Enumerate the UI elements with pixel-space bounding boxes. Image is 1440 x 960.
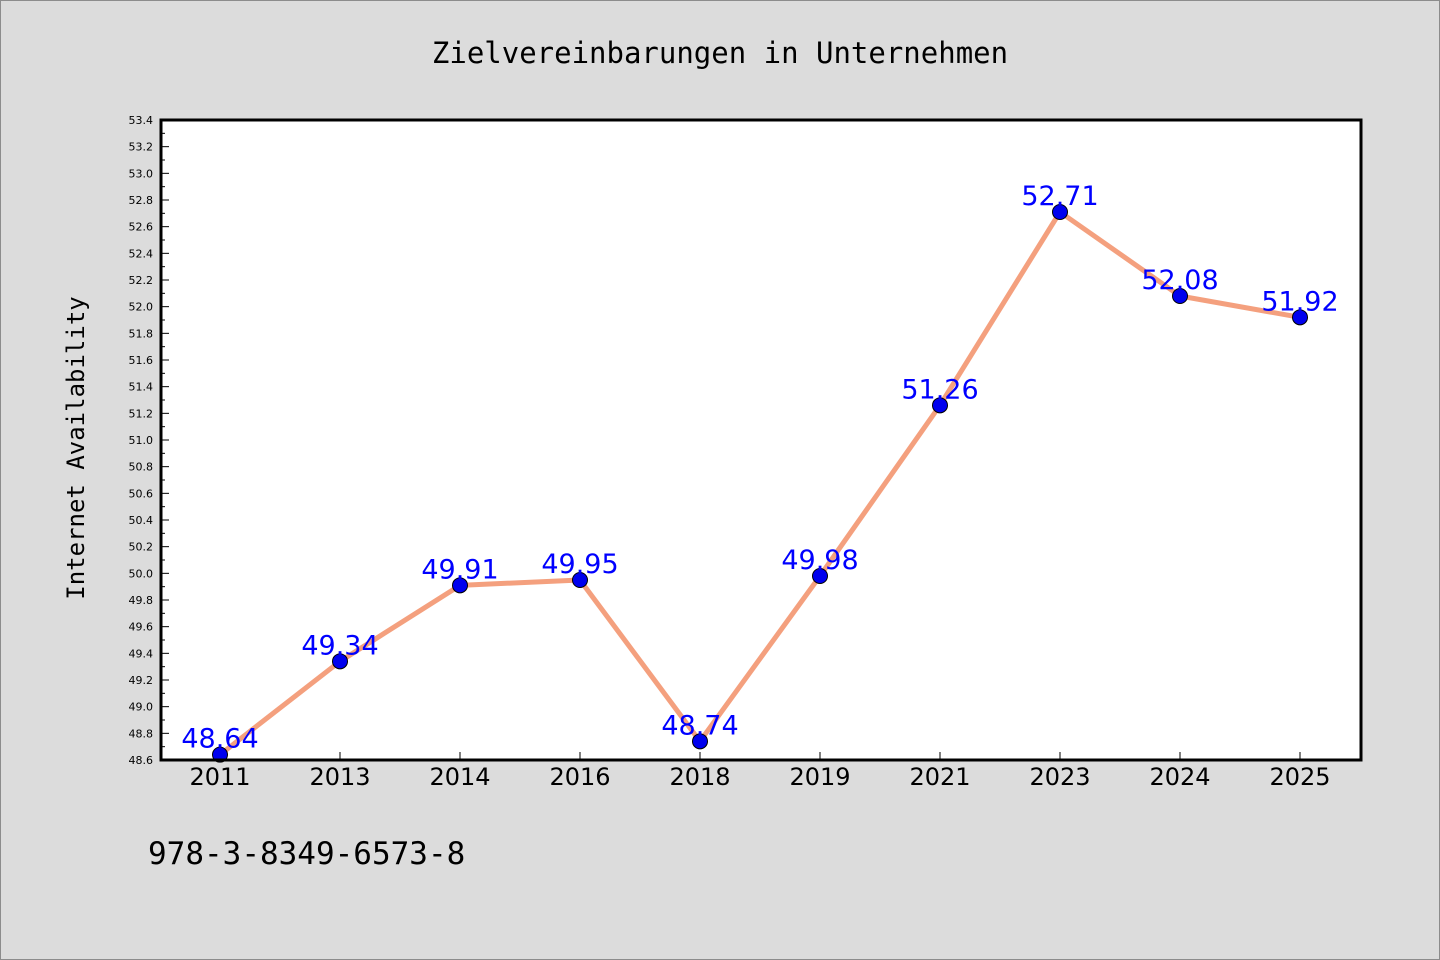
data-point-marker (572, 572, 588, 588)
data-point-marker (452, 577, 468, 594)
data-markers (212, 204, 1308, 763)
data-point-label: 52.71 (1021, 181, 1098, 212)
data-point-marker (332, 653, 348, 670)
y-tick-label: 50.6 (129, 487, 154, 500)
y-tick-label: 50.4 (129, 514, 154, 527)
x-tick-label: 2019 (789, 763, 850, 791)
data-point-label: 51.92 (1261, 286, 1338, 317)
y-tick-label: 50.0 (129, 567, 154, 580)
y-tick-label: 53.4 (129, 114, 154, 127)
x-tick-label: 2024 (1149, 763, 1210, 791)
data-point-label: 49.34 (301, 630, 378, 661)
y-tick-label: 51.4 (129, 381, 154, 394)
chart-title: Zielvereinbarungen in Unternehmen (432, 36, 1008, 70)
x-tick-label: 2023 (1029, 763, 1090, 791)
data-point-label: 52.08 (1141, 265, 1218, 296)
data-point-marker (212, 746, 228, 763)
y-tick-label: 52.4 (129, 247, 154, 260)
x-tick-label: 2013 (309, 763, 370, 791)
data-labels: 48.64 49.34 49.91 49.95 48.74 49.98 51.26 52.71… (181, 181, 1338, 755)
footer-code: 978-3-8349-6573-8 (148, 836, 465, 872)
y-tick-label: 49.4 (129, 647, 154, 660)
data-point-marker (692, 733, 708, 750)
y-tick-label: 52.6 (129, 221, 154, 234)
y-axis: 48.6 48.8 49.0 49.2 49.4 49.6 49.8 50.0 50.2 50.4… (129, 114, 169, 767)
y-tick-label: 49.8 (129, 594, 154, 607)
data-point-label: 49.95 (541, 549, 618, 580)
data-point-marker (1292, 309, 1308, 326)
x-tick-label: 2016 (549, 763, 610, 791)
data-point-label: 48.64 (181, 724, 258, 755)
y-tick-label: 52.2 (129, 274, 154, 287)
x-axis: 2011 2013 2014 2016 2018 2019 2021 2023 2024 2025 (189, 752, 1331, 791)
y-tick-label: 53.0 (129, 167, 154, 180)
y-tick-label: 51.6 (129, 354, 154, 367)
y-tick-label: 51.0 (129, 434, 154, 447)
y-tick-label: 48.6 (129, 754, 154, 767)
data-point-marker (1052, 204, 1068, 220)
data-point-marker (812, 568, 828, 584)
x-tick-label: 2014 (429, 763, 490, 791)
y-tick-label: 51.2 (129, 407, 154, 420)
y-tick-label: 52.8 (129, 194, 154, 207)
data-point-label: 49.91 (421, 554, 498, 585)
y-tick-label: 49.0 (129, 701, 154, 714)
data-point-label: 48.74 (661, 710, 738, 741)
y-tick-label: 53.2 (129, 141, 154, 154)
x-tick-label: 2011 (189, 763, 250, 791)
y-tick-label: 49.2 (129, 674, 154, 687)
y-tick-label: 48.8 (129, 727, 154, 740)
data-point-marker (1172, 288, 1188, 304)
y-tick-label: 49.6 (129, 621, 154, 634)
y-tick-label: 51.8 (129, 327, 154, 340)
y-tick-label: 50.2 (129, 541, 154, 554)
series-line (217, 209, 1303, 758)
y-axis-title: Internet Availability (62, 296, 90, 599)
x-tick-label: 2018 (669, 763, 730, 791)
x-tick-label: 2021 (909, 763, 970, 791)
x-tick-label: 2025 (1269, 763, 1330, 791)
data-point-marker (932, 397, 948, 414)
y-tick-label: 50.8 (129, 461, 154, 474)
y-tick-label: 52.0 (129, 301, 154, 314)
data-point-label: 51.26 (901, 374, 978, 405)
plot-border (159, 118, 1363, 762)
data-point-label: 49.98 (781, 545, 858, 576)
